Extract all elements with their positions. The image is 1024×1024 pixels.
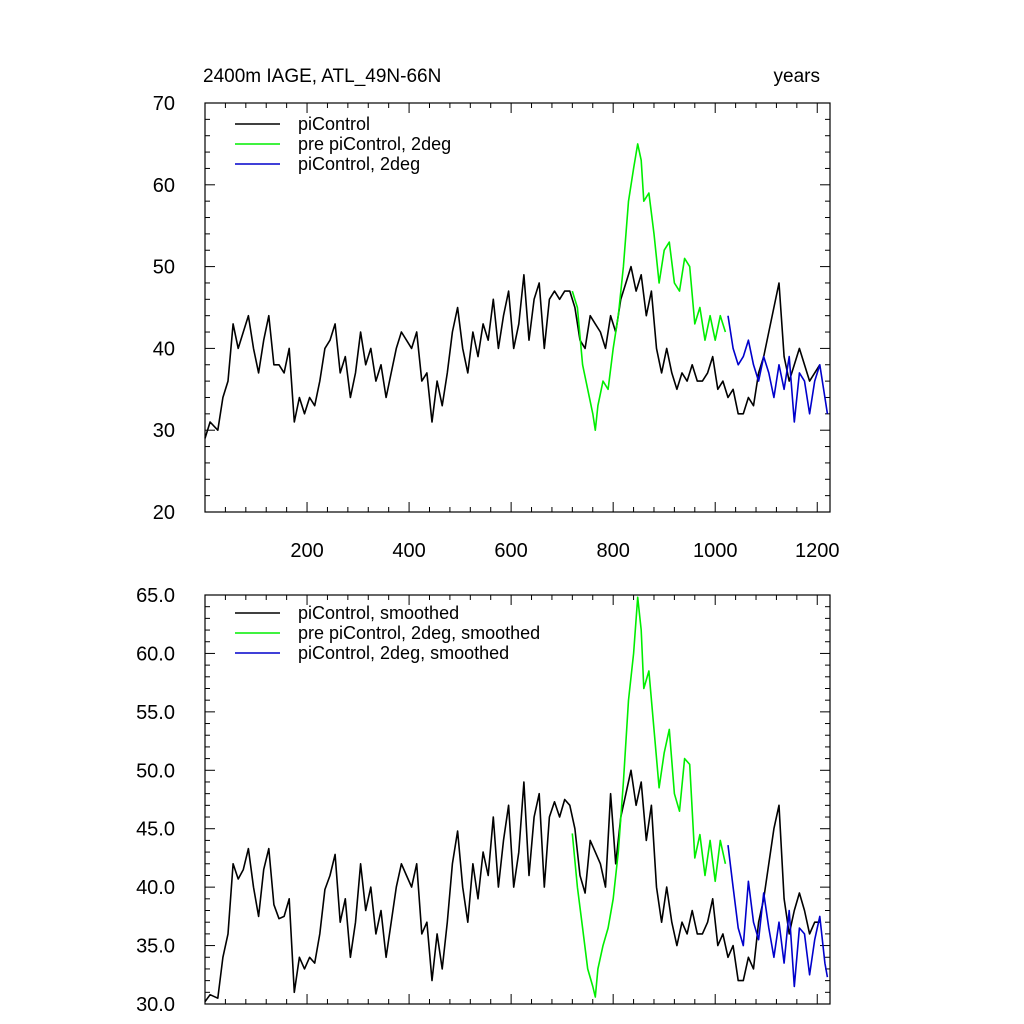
y-tick-label: 20 xyxy=(153,502,175,524)
series-line-2 xyxy=(571,596,727,998)
x-tick-label: 800 xyxy=(596,540,629,562)
x-tick-label: 200 xyxy=(290,540,323,562)
chart-units-label: years xyxy=(774,66,820,87)
y-tick-label: 50.0 xyxy=(136,760,175,782)
series-line-2 xyxy=(571,143,727,431)
legend-label: piControl, 2deg xyxy=(298,154,420,174)
y-tick-label: 35.0 xyxy=(136,936,175,958)
y-tick-label: 40 xyxy=(153,338,175,360)
x-tick-label: 400 xyxy=(392,540,425,562)
x-tick-label: 600 xyxy=(494,540,527,562)
y-tick-label: 65.0 xyxy=(136,585,175,607)
y-tick-label: 30.0 xyxy=(136,994,175,1016)
chart-title: 2400m IAGE, ATL_49N-66N xyxy=(203,66,441,87)
legend-label: piControl, 2deg, smoothed xyxy=(298,643,509,663)
y-tick-label: 60 xyxy=(153,175,175,197)
legend-label: piControl xyxy=(298,114,370,134)
series-line-1 xyxy=(204,265,821,439)
x-tick-label: 1000 xyxy=(693,540,738,562)
series-line-3 xyxy=(727,845,829,988)
plot-frame xyxy=(204,102,831,513)
y-tick-label: 50 xyxy=(153,257,175,279)
y-tick-label: 70 xyxy=(153,93,175,115)
y-tick-label: 30 xyxy=(153,420,175,442)
series-line-1 xyxy=(204,769,820,1003)
top-panel: 2400m IAGE, ATL_49N-66N years 200 400 600 8… xyxy=(153,66,840,562)
plot-frame xyxy=(204,594,831,1005)
legend-label: pre piControl, 2deg, smoothed xyxy=(298,623,540,643)
y-tick-label: 40.0 xyxy=(136,877,175,899)
bottom-panel: 30.0 35.0 40.0 45.0 50.0 55.0 60.0 65.0 piContro… xyxy=(136,585,831,1016)
y-tick-label: 55.0 xyxy=(136,702,175,724)
series-line-3 xyxy=(727,315,829,423)
legend-label: pre piControl, 2deg xyxy=(298,134,451,154)
y-tick-label: 60.0 xyxy=(136,643,175,665)
y-tick-label: 45.0 xyxy=(136,819,175,841)
legend-label: piControl, smoothed xyxy=(298,603,459,623)
x-tick-label: 1200 xyxy=(795,540,840,562)
